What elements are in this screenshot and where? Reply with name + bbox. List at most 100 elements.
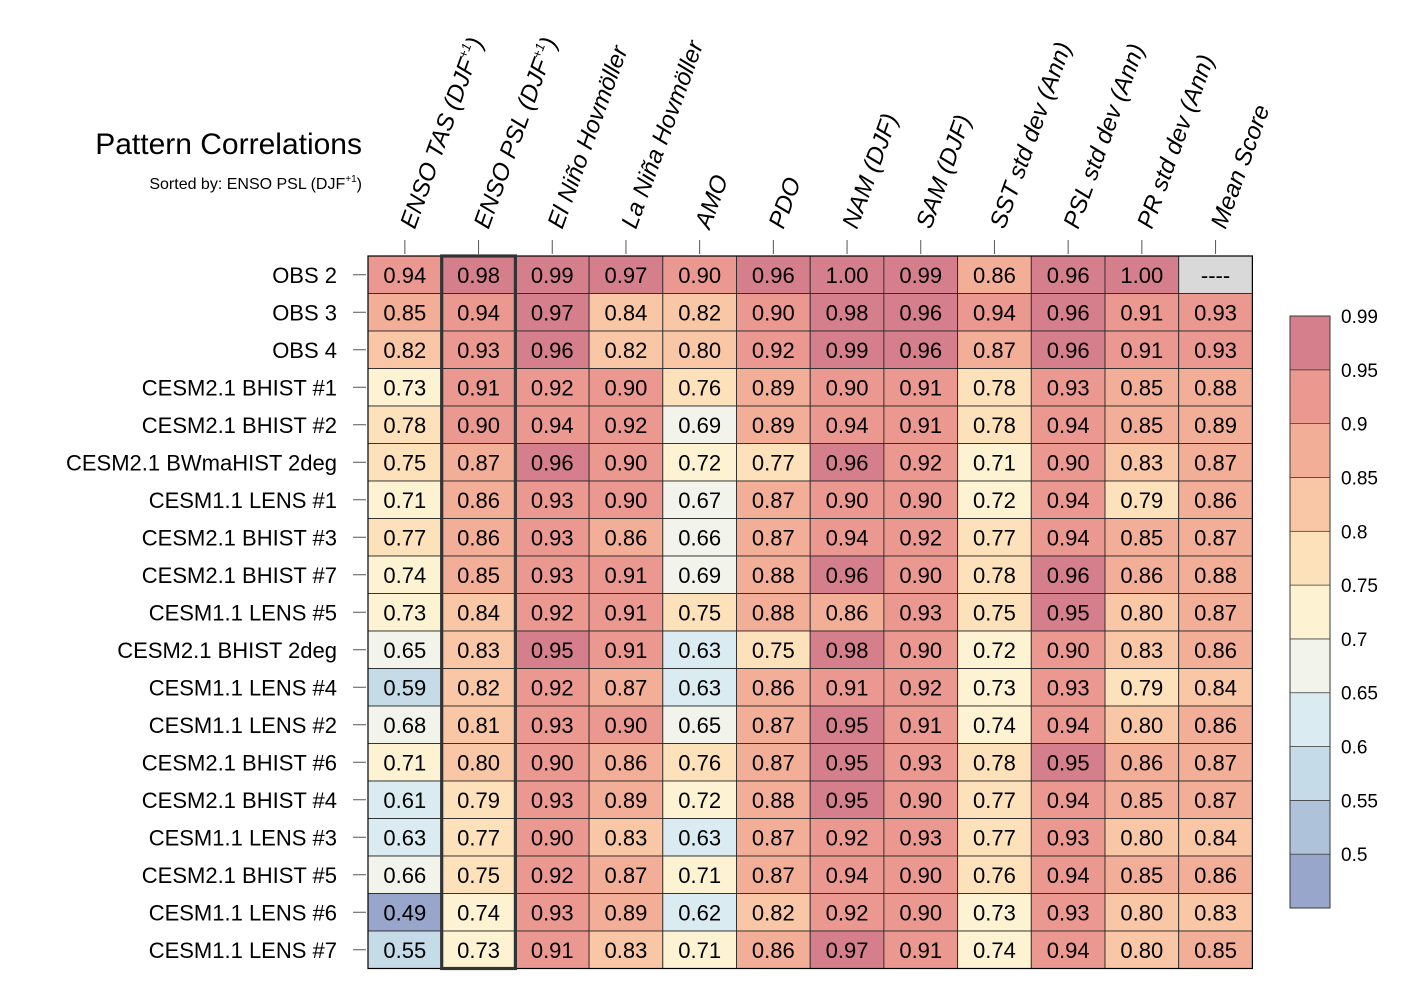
heatmap-cell [1030, 593, 1106, 632]
heatmap-cell [883, 368, 959, 407]
cell-value: 0.76 [678, 750, 721, 775]
cell-value: 0.83 [605, 825, 648, 850]
cell-value: 0.99 [899, 263, 942, 288]
cell-value: 0.93 [1194, 338, 1237, 363]
cell-value: 0.79 [1120, 488, 1163, 513]
cell-value: 0.83 [1120, 638, 1163, 663]
cell-value: 0.82 [605, 338, 648, 363]
cell-value: 0.95 [1047, 600, 1090, 625]
cell-value: 0.75 [383, 450, 426, 475]
cell-value: 0.73 [973, 675, 1016, 700]
heatmap-cell [1178, 593, 1253, 632]
cell-value: 0.73 [973, 900, 1016, 925]
heatmap-cell [1178, 555, 1253, 594]
heatmap-cell [441, 293, 516, 332]
heatmap-cell [662, 293, 737, 332]
heatmap-cell [1104, 668, 1180, 707]
cell-value: 0.92 [531, 375, 574, 400]
cell-value: 0.80 [1120, 938, 1163, 963]
column-label-superscript: +1 [455, 41, 474, 60]
heatmap-cell [1178, 368, 1253, 407]
heatmap-cell [883, 255, 959, 294]
column-label: ENSO TAS (DJF+1) [394, 34, 489, 233]
cell-value: 0.77 [973, 525, 1016, 550]
heatmap-cell [957, 855, 1032, 894]
cell-value: 0.96 [531, 450, 574, 475]
cell-value: 0.81 [457, 713, 500, 738]
cell-value: 0.71 [973, 450, 1016, 475]
row-label: CESM1.1 LENS #3 [149, 825, 337, 850]
heatmap-cell [367, 855, 443, 894]
heatmap-cell [1030, 255, 1106, 294]
cell-value: 0.90 [678, 263, 721, 288]
colorbar-label: 0.6 [1341, 738, 1367, 759]
heatmap-cell [809, 405, 885, 444]
heatmap-cell [588, 555, 664, 594]
cell-value: 0.96 [899, 338, 942, 363]
cell-value: 0.93 [1047, 375, 1090, 400]
cell-value: 0.61 [383, 788, 426, 813]
subtitle-superscript: +1 [345, 174, 357, 185]
row-label: CESM1.1 LENS #6 [149, 900, 337, 925]
cell-value: 0.80 [1120, 713, 1163, 738]
cell-value: 0.96 [1047, 338, 1090, 363]
cell-value: 0.91 [899, 375, 942, 400]
cell-value: 0.85 [383, 300, 426, 325]
cell-value: 0.82 [457, 675, 500, 700]
cell-value: 0.74 [383, 563, 426, 588]
cell-value: 0.88 [752, 788, 795, 813]
cell-value: 0.94 [973, 300, 1016, 325]
heatmap-cell [1178, 855, 1253, 894]
heatmap-cell [809, 780, 885, 819]
cell-value: 0.90 [826, 375, 869, 400]
cell-value: 0.92 [826, 825, 869, 850]
cell-value: 0.96 [899, 300, 942, 325]
column-label-text: AMO [689, 171, 734, 233]
cell-value: 0.93 [531, 713, 574, 738]
cell-value: 0.96 [826, 563, 869, 588]
cell-value: 0.71 [383, 750, 426, 775]
heatmap-cell [883, 405, 959, 444]
cell-value: 0.66 [678, 525, 721, 550]
heatmap-cell [883, 443, 959, 482]
heatmap-cell [883, 930, 959, 969]
cell-value: 0.93 [899, 750, 942, 775]
cell-value: 1.00 [1120, 263, 1163, 288]
cell-value: 0.90 [457, 413, 500, 438]
cell-value: 0.87 [605, 675, 648, 700]
heatmap-cell [1104, 893, 1180, 932]
heatmap-cell [588, 405, 664, 444]
cell-value: 0.63 [678, 638, 721, 663]
cell-value: 0.93 [899, 825, 942, 850]
cell-value: 0.91 [826, 675, 869, 700]
cell-value: 0.84 [605, 300, 648, 325]
cell-value: 0.85 [1120, 375, 1163, 400]
cell-value: 0.89 [605, 788, 648, 813]
cell-value: 0.99 [826, 338, 869, 363]
cell-value: 0.90 [899, 788, 942, 813]
cell-value: 0.87 [1194, 525, 1237, 550]
heatmap-cell [883, 630, 959, 669]
column-label: PSL std dev (Ann) [1058, 40, 1150, 232]
cell-value: 0.77 [457, 825, 500, 850]
heatmap-cell [1030, 480, 1106, 519]
heatmap-cell [809, 330, 885, 369]
heatmap-cell [1178, 705, 1253, 744]
heatmap-cell [441, 743, 516, 782]
heatmap-cell [662, 480, 737, 519]
heatmap-cell [588, 668, 664, 707]
cell-value: 0.99 [531, 263, 574, 288]
cell-value: 0.83 [1194, 900, 1237, 925]
heatmap-cell [736, 668, 811, 707]
cell-value: 0.90 [899, 863, 942, 888]
heatmap-cell [736, 255, 811, 294]
heatmap-cell [514, 593, 590, 632]
cell-value: 0.94 [826, 863, 869, 888]
cell-value: 0.77 [383, 525, 426, 550]
heatmap-cell [1104, 405, 1180, 444]
heatmap-cell [662, 368, 737, 407]
heatmap-cell [736, 780, 811, 819]
cell-value: 0.93 [531, 900, 574, 925]
row-label: OBS 4 [272, 338, 337, 363]
colorbar-label: 0.99 [1341, 307, 1378, 328]
